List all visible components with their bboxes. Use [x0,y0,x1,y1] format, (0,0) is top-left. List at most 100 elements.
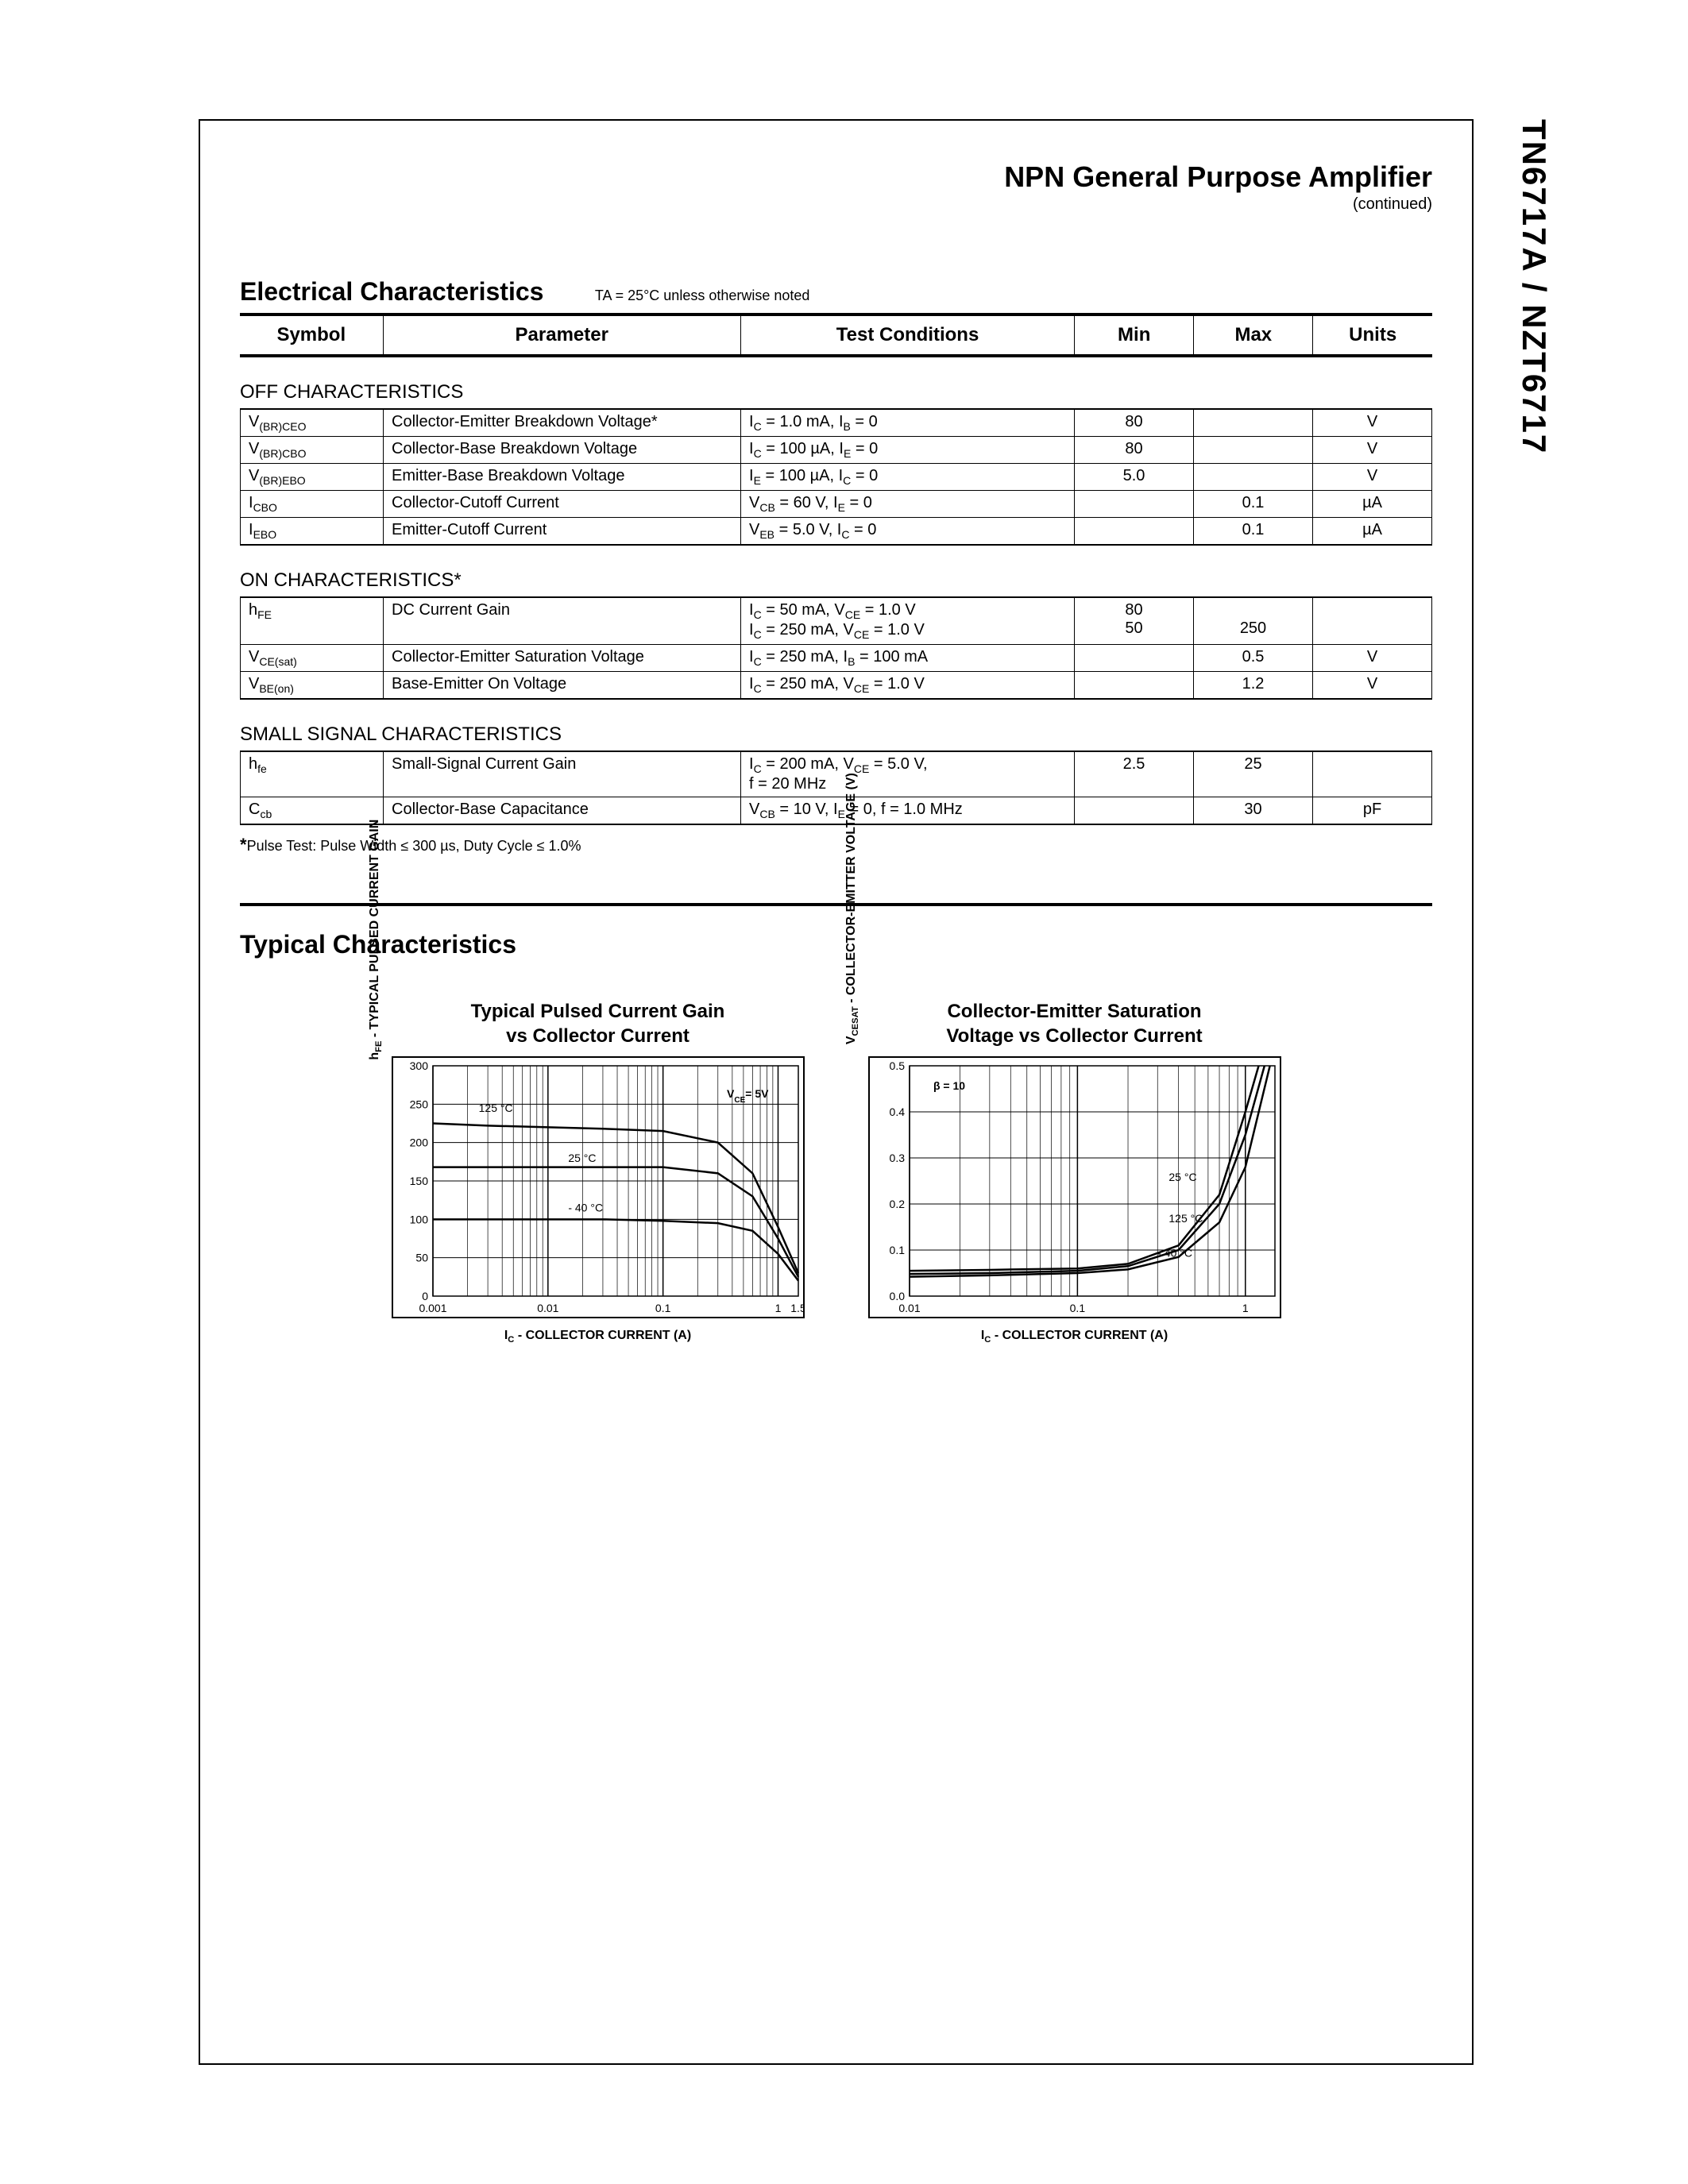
col-max: Max [1194,314,1313,356]
svg-text:0.1: 0.1 [889,1244,905,1256]
part-number-sidebar: TN6717A / NZT6717 [1515,119,1553,454]
col-conditions: Test Conditions [740,314,1074,356]
table-cell: Base-Emitter On Voltage [384,672,741,700]
table-row: VBE(on)Base-Emitter On VoltageIC = 250 m… [241,672,1432,700]
off-char-title: OFF CHARACTERISTICS [240,381,1432,403]
chart2-xlabel: IC - COLLECTOR CURRENT (A) [868,1329,1281,1345]
table-cell: V(BR)CEO [241,409,384,437]
table-cell: Collector-Emitter Breakdown Voltage* [384,409,741,437]
svg-text:50: 50 [415,1252,428,1264]
svg-text:250: 250 [409,1098,428,1111]
table-cell [1194,464,1313,491]
table-cell: 25 [1194,751,1313,797]
column-header-table: Symbol Parameter Test Conditions Min Max… [240,313,1432,357]
table-cell: VCB = 10 V, IE = 0, f = 1.0 MHz [741,797,1075,825]
table-cell: Small-Signal Current Gain [384,751,741,797]
off-char-table: V(BR)CEOCollector-Emitter Breakdown Volt… [240,408,1432,546]
table-cell: Collector-Base Capacitance [384,797,741,825]
svg-text:0.1: 0.1 [655,1302,670,1314]
table-cell: IC = 1.0 mA, IB = 0 [741,409,1075,437]
table-cell: Emitter-Cutoff Current [384,518,741,546]
svg-text:200: 200 [409,1136,428,1149]
table-cell: 2.5 [1075,751,1194,797]
table-cell: VBE(on) [241,672,384,700]
table-cell: DC Current Gain [384,597,741,645]
svg-text:0.1: 0.1 [1069,1302,1085,1314]
small-signal-title: SMALL SIGNAL CHARACTERISTICS [240,723,1432,746]
table-cell: 80 [1075,437,1194,464]
page-title: NPN General Purpose Amplifier [240,160,1432,194]
table-cell [1075,672,1194,700]
table-cell: hFE [241,597,384,645]
table-row: IEBOEmitter-Cutoff CurrentVEB = 5.0 V, I… [241,518,1432,546]
table-cell [1075,491,1194,518]
typical-char-title: Typical Characteristics [240,930,1432,959]
table-cell [1313,597,1432,645]
table-cell: 1.2 [1194,672,1313,700]
table-cell [1075,518,1194,546]
table-cell [1313,751,1432,797]
table-cell: IC = 100 µA, IE = 0 [741,437,1075,464]
chart2-ylabel: VCESAT - COLLECTOR-EMITTER VOLTAGE (V) [844,773,859,1044]
svg-text:- 40 °C: - 40 °C [568,1202,603,1214]
table-row: V(BR)CBOCollector-Base Breakdown Voltage… [241,437,1432,464]
electrical-title: Electrical Characteristics [240,277,543,307]
table-cell: 5.0 [1075,464,1194,491]
table-cell: IC = 250 mA, IB = 100 mA [741,645,1075,672]
table-cell: V [1313,672,1432,700]
table-cell: V [1313,409,1432,437]
table-row: CcbCollector-Base CapacitanceVCB = 10 V,… [241,797,1432,825]
table-cell: IE = 100 µA, IC = 0 [741,464,1075,491]
svg-text:125 °C: 125 °C [478,1102,512,1114]
table-cell [1075,645,1194,672]
table-row: hFEDC Current GainIC = 50 mA, VCE = 1.0 … [241,597,1432,645]
chart2-svg: 0.00.10.20.30.40.50.010.11β = 1025 °C125… [868,1056,1281,1318]
svg-text:0.01: 0.01 [537,1302,558,1314]
page-frame: NPN General Purpose Amplifier (continued… [199,119,1474,2065]
table-cell: 30 [1194,797,1313,825]
table-cell: 250 [1194,597,1313,645]
table-row: V(BR)EBOEmitter-Base Breakdown VoltageIE… [241,464,1432,491]
col-parameter: Parameter [383,314,740,356]
table-cell: 8050 [1075,597,1194,645]
table-cell: Collector-Emitter Saturation Voltage [384,645,741,672]
table-cell: Ccb [241,797,384,825]
table-cell: hfe [241,751,384,797]
svg-text:0: 0 [422,1290,428,1302]
table-cell: Emitter-Base Breakdown Voltage [384,464,741,491]
chart1-svg: 0501001502002503000.0010.010.111.5VCE= 5… [392,1056,805,1318]
svg-text:150: 150 [409,1175,428,1187]
table-cell: VEB = 5.0 V, IC = 0 [741,518,1075,546]
svg-text:- 40 °C: - 40 °C [1157,1247,1192,1260]
table-row: hfeSmall-Signal Current GainIC = 200 mA,… [241,751,1432,797]
table-cell: V [1313,464,1432,491]
table-cell: V(BR)EBO [241,464,384,491]
pulse-test-footnote: *Pulse Test: Pulse Width ≤ 300 µs, Duty … [240,835,1432,855]
chart1-xlabel: IC - COLLECTOR CURRENT (A) [392,1329,805,1345]
svg-text:0.2: 0.2 [889,1198,905,1210]
table-cell: µA [1313,491,1432,518]
table-cell: Collector-Base Breakdown Voltage [384,437,741,464]
chart1-container: Typical Pulsed Current Gainvs Collector … [392,999,805,1345]
table-cell: IC = 250 mA, VCE = 1.0 V [741,672,1075,700]
table-cell: 0.1 [1194,491,1313,518]
table-cell: pF [1313,797,1432,825]
svg-text:0.01: 0.01 [898,1302,920,1314]
chart2-container: Collector-Emitter SaturationVoltage vs C… [868,999,1281,1345]
table-cell [1194,437,1313,464]
chart1-ylabel: hFE - TYPICAL PULSED CURRENT GAIN [367,820,383,1060]
small-signal-table: hfeSmall-Signal Current GainIC = 200 mA,… [240,751,1432,825]
svg-text:1: 1 [1242,1302,1248,1314]
table-row: VCE(sat)Collector-Emitter Saturation Vol… [241,645,1432,672]
table-cell: VCB = 60 V, IE = 0 [741,491,1075,518]
table-cell: 0.1 [1194,518,1313,546]
col-min: Min [1075,314,1194,356]
table-cell: µA [1313,518,1432,546]
table-cell: 80 [1075,409,1194,437]
table-cell: ICBO [241,491,384,518]
col-units: Units [1313,314,1432,356]
svg-text:100: 100 [409,1214,428,1226]
svg-text:300: 300 [409,1059,428,1072]
table-cell: V(BR)CBO [241,437,384,464]
table-cell [1194,409,1313,437]
